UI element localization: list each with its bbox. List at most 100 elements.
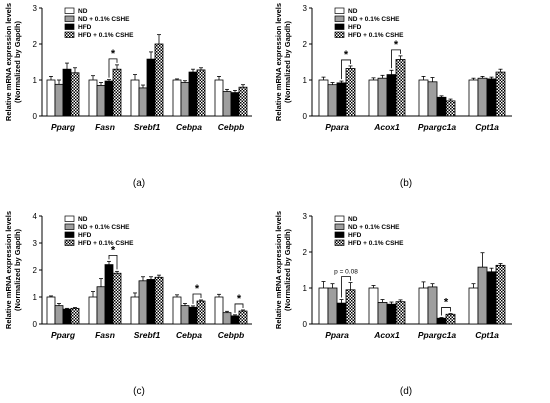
x-tick-label: Ppargc1a: [418, 122, 457, 132]
y-tick-label: 4: [33, 212, 38, 221]
y-tick-label: 3: [303, 212, 308, 221]
legend-swatch: [64, 223, 75, 230]
significance-bracket: [341, 276, 351, 298]
x-tick-label: Ppargc1a: [418, 330, 457, 340]
y-tick-label: 0: [303, 320, 308, 329]
bar-cebpb-series-3: [230, 315, 240, 325]
bar-cpt1a-series-1: [468, 287, 479, 325]
y-axis-label-sub: (Normalized by Gapdh): [283, 20, 292, 103]
bar-fasn-series-2: [96, 85, 106, 117]
significance-label: *: [111, 244, 116, 256]
bar-cebpb-series-3: [230, 92, 240, 117]
significance-label: *: [195, 283, 200, 295]
significance-label: *: [344, 49, 349, 61]
bar-cebpb-series-4: [238, 86, 248, 117]
legend-swatch: [334, 31, 345, 38]
bar-acox1-series-1: [368, 79, 379, 117]
legend-swatch: [334, 23, 345, 30]
bar-cpt1a-series-3: [486, 78, 497, 117]
x-tick-label: Cebpa: [176, 330, 202, 340]
legend-swatch: [334, 231, 345, 238]
significance-label: *: [111, 48, 116, 60]
legend-label: ND + 0.1% CSHE: [348, 224, 400, 231]
x-tick-label: Cebpb: [218, 122, 244, 132]
y-tick-label: 2: [303, 40, 308, 49]
bar-fasn-series-1: [88, 79, 98, 117]
x-tick-label: Cebpa: [176, 122, 202, 132]
bar-cebpa-series-4: [196, 69, 206, 117]
y-tick-label: 3: [33, 4, 38, 13]
bar-fasn-series-2: [96, 286, 106, 325]
bar-pparg-series-2: [54, 83, 64, 117]
y-tick-label: 2: [33, 40, 38, 49]
bar-acox1-series-2: [377, 77, 388, 117]
y-tick-label: 0: [33, 112, 38, 121]
bar-cebpb-series-4: [238, 310, 248, 325]
x-tick-label: Fasn: [95, 122, 115, 132]
bar-ppara-series-2: [327, 287, 338, 325]
bar-cebpb-series-2: [222, 91, 232, 117]
bar-pparg-series-4: [70, 307, 80, 325]
legend-label: ND: [348, 216, 358, 223]
legend-label: HFD + 0.1% CSHE: [78, 240, 134, 247]
legend-label: ND + 0.1% CSHE: [348, 16, 400, 23]
bar-cpt1a-series-1: [468, 79, 479, 117]
y-axis-label-sub: (Normalized by Gapdh): [13, 20, 22, 103]
legend-swatch: [334, 239, 345, 246]
bar-pparg-series-1: [46, 296, 56, 325]
bar-cpt1a-series-4: [495, 71, 506, 117]
bar-acox1-series-4: [395, 59, 406, 117]
bar-cebpa-series-1: [172, 296, 182, 325]
bar-fasn-series-3: [104, 264, 114, 325]
bar-acox1-series-3: [386, 303, 397, 325]
bar-cebpb-series-1: [214, 296, 224, 325]
legend-label: HFD: [348, 232, 362, 239]
y-tick-label: 0: [33, 320, 38, 329]
legend-swatch: [334, 15, 345, 22]
legend-label: ND: [348, 8, 358, 15]
significance-label: *: [444, 297, 449, 309]
legend-label: HFD: [348, 24, 362, 31]
bar-pparg-series-1: [46, 79, 56, 117]
bar-ppargc1a-series-1: [418, 287, 429, 325]
legend-swatch: [64, 23, 75, 30]
legend-label: HFD + 0.1% CSHE: [348, 32, 404, 39]
bar-pparg-series-4: [70, 72, 80, 117]
x-tick-label: Pparg: [51, 330, 76, 340]
panel-caption: (b): [400, 178, 412, 189]
bar-cebpa-series-2: [180, 305, 190, 325]
bar-ppargc1a-series-3: [436, 96, 447, 117]
bar-acox1-series-1: [368, 287, 379, 325]
bar-srebf1-series-1: [130, 296, 140, 325]
significance-bracket: [108, 254, 118, 270]
panel-caption: (c): [133, 386, 145, 397]
y-tick-label: 2: [303, 248, 308, 257]
y-tick-label: 0: [303, 112, 308, 121]
bar-ppargc1a-series-4: [445, 313, 456, 325]
significance-bracket: [341, 59, 351, 80]
significance-bracket: [192, 293, 202, 304]
y-tick-label: 1: [303, 284, 308, 293]
bar-srebf1-series-2: [138, 87, 148, 117]
legend-swatch: [334, 215, 345, 222]
legend-label: HFD: [78, 232, 92, 239]
y-tick-label: 1: [33, 76, 38, 85]
bar-ppargc1a-series-2: [427, 81, 438, 117]
bar-ppara-series-4: [345, 289, 356, 325]
bar-ppargc1a-series-4: [445, 100, 456, 117]
x-tick-label: Acox1: [373, 330, 400, 340]
bar-acox1-series-3: [386, 74, 397, 117]
bar-ppargc1a-series-2: [427, 286, 438, 325]
x-tick-label: Srebf1: [134, 330, 161, 340]
x-tick-label: Cpt1a: [475, 122, 499, 132]
legend-swatch: [64, 7, 75, 14]
bar-ppargc1a-series-3: [436, 317, 447, 325]
legend-label: ND: [78, 216, 88, 223]
bar-cpt1a-series-2: [477, 266, 488, 325]
bar-ppara-series-1: [318, 79, 329, 117]
y-tick-label: 3: [33, 239, 38, 248]
bar-pparg-series-2: [54, 305, 64, 325]
x-tick-label: Fasn: [95, 330, 115, 340]
y-tick-label: 1: [303, 76, 308, 85]
